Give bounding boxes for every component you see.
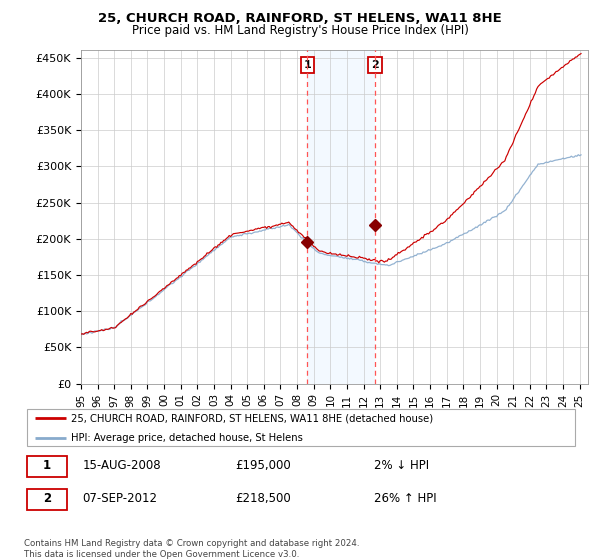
Text: 1: 1 <box>304 60 311 70</box>
Bar <box>307 50 375 384</box>
FancyBboxPatch shape <box>27 488 67 510</box>
Text: 26% ↑ HPI: 26% ↑ HPI <box>374 492 436 505</box>
Text: Contains HM Land Registry data © Crown copyright and database right 2024.
This d: Contains HM Land Registry data © Crown c… <box>24 539 359 559</box>
Text: £195,000: £195,000 <box>235 459 290 472</box>
Text: 07-SEP-2012: 07-SEP-2012 <box>82 492 157 505</box>
FancyBboxPatch shape <box>27 409 575 446</box>
Text: 2: 2 <box>371 60 379 70</box>
Text: 15-AUG-2008: 15-AUG-2008 <box>82 459 161 472</box>
Text: 1: 1 <box>43 459 51 472</box>
Text: £218,500: £218,500 <box>235 492 290 505</box>
Text: 25, CHURCH ROAD, RAINFORD, ST HELENS, WA11 8HE (detached house): 25, CHURCH ROAD, RAINFORD, ST HELENS, WA… <box>71 413 433 423</box>
Text: 25, CHURCH ROAD, RAINFORD, ST HELENS, WA11 8HE: 25, CHURCH ROAD, RAINFORD, ST HELENS, WA… <box>98 12 502 25</box>
Text: 2: 2 <box>43 492 51 505</box>
Text: 2% ↓ HPI: 2% ↓ HPI <box>374 459 429 472</box>
Text: HPI: Average price, detached house, St Helens: HPI: Average price, detached house, St H… <box>71 433 303 444</box>
FancyBboxPatch shape <box>27 455 67 477</box>
Text: Price paid vs. HM Land Registry's House Price Index (HPI): Price paid vs. HM Land Registry's House … <box>131 24 469 37</box>
